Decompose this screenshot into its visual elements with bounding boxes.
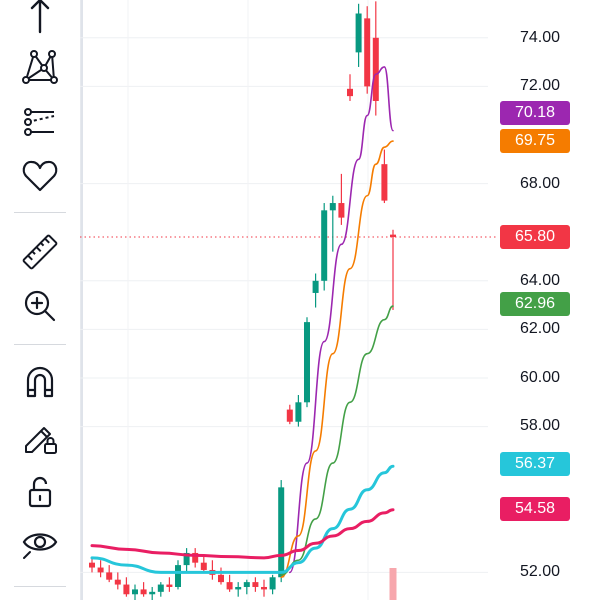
candle-body	[175, 565, 181, 587]
ruler-icon	[22, 234, 58, 270]
ma-pink-price-tag: 54.58	[500, 497, 570, 521]
candle-body	[243, 582, 250, 587]
price-axis-label: 60.00	[519, 369, 560, 386]
moving-average-line	[90, 508, 395, 560]
pattern-tool[interactable]	[14, 42, 66, 90]
toolbar-separator	[14, 344, 66, 345]
candle-body	[235, 586, 242, 590]
candle-body	[97, 567, 104, 573]
candle-body	[200, 562, 207, 570]
visibility-tool[interactable]	[14, 518, 66, 566]
candle-body	[347, 88, 353, 97]
ma-cyan-price-tag: 56.37	[500, 452, 570, 476]
candle-body	[286, 409, 293, 422]
moving-average-line	[280, 305, 394, 576]
candle-body	[252, 582, 259, 587]
candle-body	[390, 234, 396, 238]
cursor-tool[interactable]	[14, 0, 66, 38]
forecast-lines-icon	[24, 108, 55, 136]
candle-body	[226, 582, 233, 590]
lock-all-tool[interactable]	[14, 468, 66, 516]
candle-body	[106, 572, 113, 580]
candle-body	[166, 584, 173, 587]
ma-purple-price-tag: 70.18	[500, 101, 570, 125]
ma-orange-price-tag: 69.75	[500, 129, 570, 153]
eye-icon	[22, 533, 58, 559]
candle-body	[329, 203, 336, 211]
candle-body	[372, 37, 379, 101]
price-axis-label: 62.00	[519, 320, 560, 337]
moving-average-line	[289, 66, 394, 574]
price-axis-label: 74.00	[519, 29, 560, 46]
watchlist-tool[interactable]	[14, 152, 66, 200]
candle-body	[304, 322, 310, 403]
measure-tool[interactable]	[14, 228, 66, 276]
candle-body	[123, 584, 130, 595]
price-chart[interactable]: 74.00 72.00 68.00 64.00 62.00 60.00 58.0…	[80, 0, 600, 600]
candle-body	[89, 562, 95, 568]
unlock-icon	[28, 476, 52, 508]
candle-body	[157, 584, 164, 592]
magnet-icon	[26, 366, 54, 398]
heart-icon	[22, 160, 58, 192]
candle-body	[278, 487, 285, 578]
arrow-up-icon	[30, 0, 50, 34]
candle-body	[321, 210, 328, 281]
moving-average-line	[280, 140, 394, 579]
candle-body	[261, 586, 267, 590]
candle-body	[132, 589, 138, 595]
pencil-lock-icon	[25, 427, 57, 454]
volume-bar	[389, 568, 397, 600]
candle-body	[364, 18, 371, 87]
candle-body	[338, 203, 345, 218]
drawing-toolbar	[0, 0, 81, 600]
moving-average-line	[90, 464, 395, 574]
price-axis-label: 52.00	[519, 563, 560, 580]
candle-body	[312, 280, 319, 293]
candle-body	[381, 164, 388, 201]
candle-body	[192, 552, 199, 563]
candle-body	[183, 552, 190, 566]
prediction-tool[interactable]	[14, 98, 66, 146]
price-axis-label: 72.00	[519, 77, 560, 94]
candle-body	[140, 589, 147, 595]
candle-body	[295, 402, 302, 422]
price-axis-label: 68.00	[519, 175, 560, 192]
lock-drawing-tool[interactable]	[14, 412, 66, 460]
toolbar-separator	[14, 586, 66, 587]
price-axis-label: 58.00	[519, 417, 560, 434]
ma-green-price-tag: 62.96	[500, 292, 570, 316]
zoom-in-icon	[24, 290, 56, 322]
candle-body	[149, 591, 156, 595]
price-axis-label: 64.00	[519, 272, 560, 289]
last-price-tag: 65.80	[500, 225, 570, 249]
magnet-tool[interactable]	[14, 358, 66, 406]
xabcd-pattern-icon	[22, 50, 58, 84]
candle-body	[218, 574, 224, 583]
toolbar-separator	[14, 212, 66, 213]
candle-body	[355, 13, 362, 53]
candle-body	[269, 577, 276, 590]
zoom-in-tool[interactable]	[14, 282, 66, 330]
candle-body	[114, 579, 121, 585]
candlestick-chart[interactable]	[80, 0, 600, 600]
